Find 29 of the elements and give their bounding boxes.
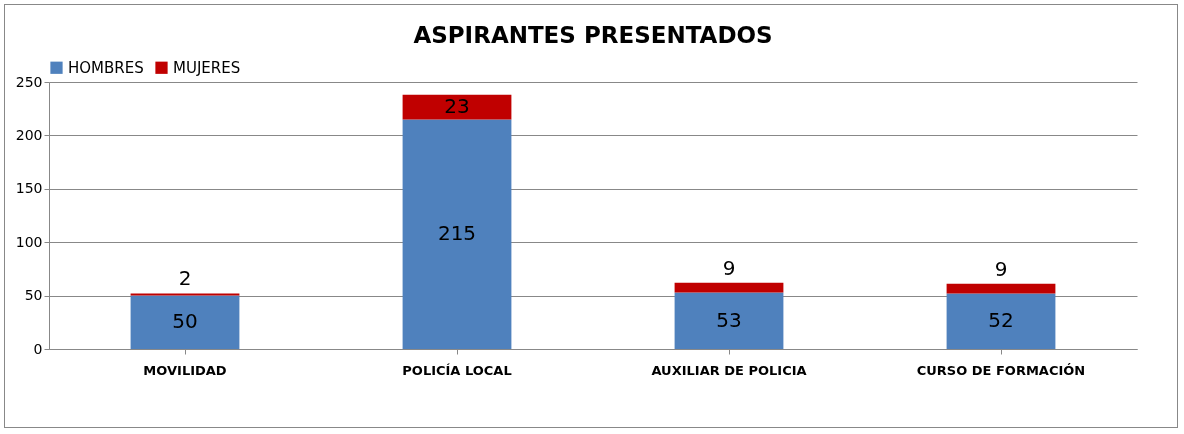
chart-title: ASPIRANTES PRESENTADOS — [413, 22, 773, 48]
y-tick-label: 150 — [15, 180, 43, 197]
bar — [946, 293, 1056, 349]
y-tick-label: 200 — [15, 126, 43, 143]
data-label: 9 — [722, 255, 736, 280]
y-tick-label: 0 — [33, 340, 43, 357]
legend-label: MUJERES — [173, 58, 241, 77]
data-label: 53 — [716, 307, 742, 332]
bar — [130, 293, 240, 296]
data-label: 215 — [437, 221, 477, 246]
x-tick-label: POLICÍA LOCAL — [402, 362, 512, 378]
bar — [674, 292, 784, 349]
data-label: 2 — [178, 266, 192, 291]
bar — [402, 119, 512, 349]
data-label: 23 — [444, 94, 470, 119]
y-tick-label: 50 — [24, 287, 43, 304]
bar — [402, 94, 512, 120]
bar — [674, 282, 784, 293]
y-tick-label: 250 — [15, 73, 43, 90]
data-label: 50 — [172, 309, 198, 334]
x-tick-label: MOVILIDAD — [143, 362, 227, 378]
data-label: 52 — [988, 308, 1014, 333]
x-tick-label: AUXILIAR DE POLICIA — [651, 362, 807, 378]
bar — [946, 283, 1056, 294]
x-tick-label: CURSO DE FORMACIÓN — [916, 362, 1086, 378]
bar — [130, 295, 240, 349]
legend-label: HOMBRES — [68, 58, 144, 77]
data-label: 9 — [994, 256, 1008, 281]
y-tick-label: 100 — [15, 233, 43, 250]
